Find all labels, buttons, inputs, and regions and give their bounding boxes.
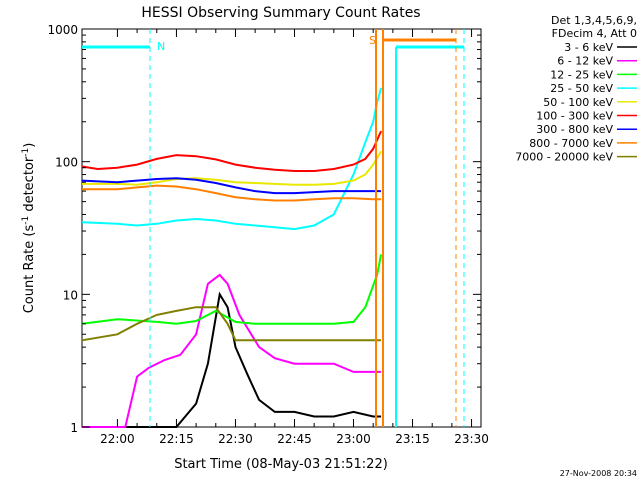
saa-label: S xyxy=(369,34,376,47)
x-tick-label: 23:00 xyxy=(336,432,371,446)
series-line-3 xyxy=(81,87,383,231)
series-line-5 xyxy=(81,130,383,172)
legend-header-line-1: Det 1,3,4,5,6,9, xyxy=(551,14,637,27)
legend-entry-label: 100 - 300 keV xyxy=(536,110,613,123)
legend-entry-label: 7000 - 20000 keV xyxy=(515,151,613,164)
legend-entry-label: 300 - 800 keV xyxy=(536,123,613,136)
legend-header-line-2: FDecim 4, Att 0 xyxy=(552,27,637,40)
series-line-1 xyxy=(82,273,382,428)
legend-entry-label: 6 - 12 keV xyxy=(557,55,613,68)
chart-title: HESSI Observing Summary Count Rates xyxy=(141,5,420,21)
y-axis-label: Count Rate (s-1 detector-1) xyxy=(21,143,37,314)
y-tick-label: 1000 xyxy=(47,23,78,37)
x-tick-label: 22:15 xyxy=(159,432,194,446)
series-line-7 xyxy=(82,184,382,202)
x-tick-label: 22:00 xyxy=(100,432,135,446)
plot-frame xyxy=(81,28,482,428)
legend-entry-label: 800 - 7000 keV xyxy=(529,137,613,150)
tick-layer: 22:00 22:15 22:30 22:45 23:00 23:15 23:30 1 10 10… xyxy=(47,23,488,446)
x-tick-label: 22:30 xyxy=(218,432,253,446)
x-tick-label: 23:15 xyxy=(395,432,430,446)
series-line-6 xyxy=(81,177,382,195)
legend-entry-label: 25 - 50 keV xyxy=(550,82,613,95)
series-line-2 xyxy=(81,254,383,325)
x-axis-label: Start Time (08-May-03 21:51:22) xyxy=(174,457,388,472)
y-tick-label: 1 xyxy=(70,421,78,435)
x-tick-label: 22:45 xyxy=(277,432,312,446)
series-layer xyxy=(81,87,383,428)
x-tick-label: 23:30 xyxy=(454,432,489,446)
night-label: N xyxy=(157,40,165,53)
legend-entry-label: 50 - 100 keV xyxy=(543,96,613,109)
footer-date: 27-Nov-2008 20:34 xyxy=(560,469,637,478)
legend-entry-label: 12 - 25 keV xyxy=(550,68,613,81)
y-tick-label: 100 xyxy=(55,156,78,170)
y-tick-label: 10 xyxy=(63,288,78,302)
legend-entry-label: 3 - 6 keV xyxy=(564,41,613,54)
series-line-0 xyxy=(82,291,382,428)
legend: Det 1,3,4,5,6,9, FDecim 4, Att 0 3 - 6 k… xyxy=(515,14,637,164)
